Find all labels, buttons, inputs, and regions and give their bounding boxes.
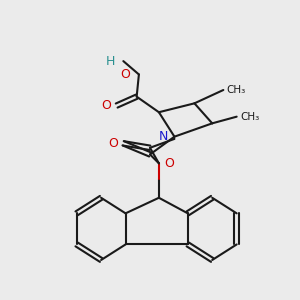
Text: N: N [158,130,168,143]
Text: O: O [120,68,130,81]
Text: O: O [101,99,111,112]
Text: O: O [164,157,174,170]
Text: CH₃: CH₃ [240,112,259,122]
Text: O: O [108,137,118,150]
Text: H: H [106,55,116,68]
Text: CH₃: CH₃ [227,85,246,95]
